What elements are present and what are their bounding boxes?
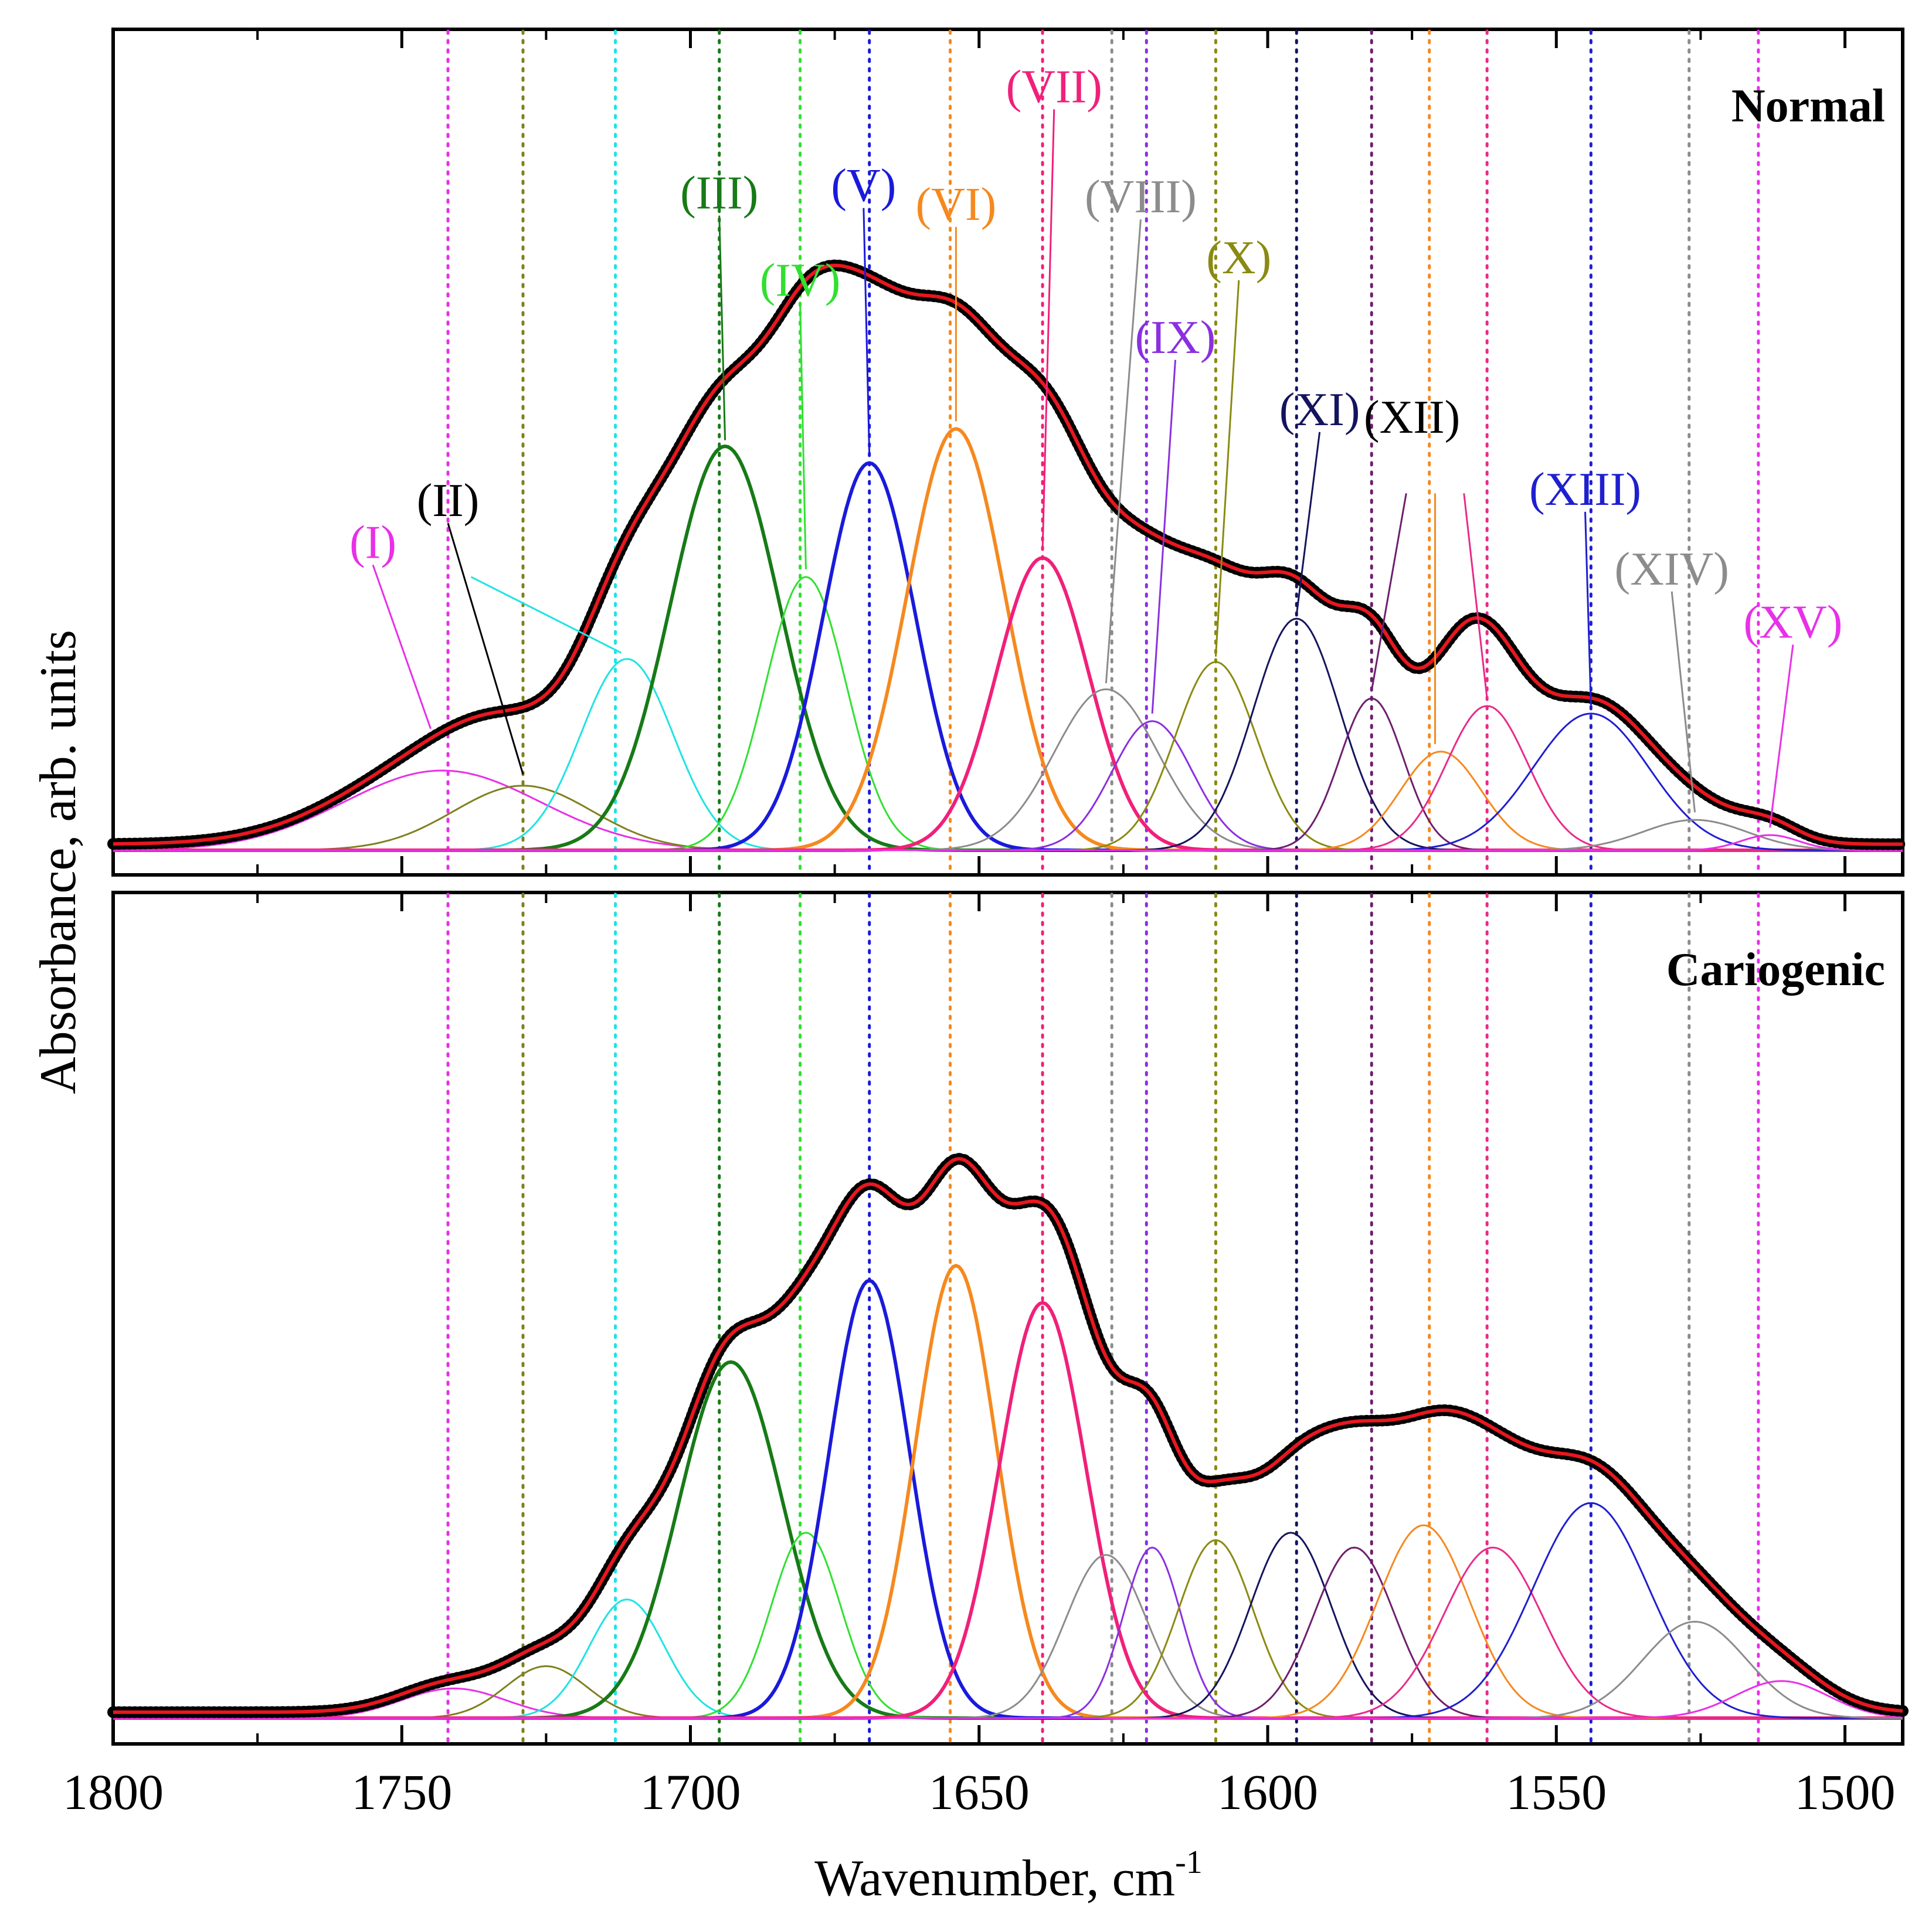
peak-pointer-15 (1769, 644, 1794, 828)
x-axis-title-superscript: -1 (1175, 1844, 1203, 1881)
normal-spectrum-curves (107, 259, 1909, 852)
peak-pointer-13 (1584, 511, 1592, 706)
peak-pointer-4 (799, 303, 807, 569)
normal-fit-curve (113, 263, 1903, 846)
normal-component-18 (113, 834, 1903, 851)
peak-pointer-14 (1670, 591, 1696, 813)
peak-label-14: (XIV) (1614, 544, 1729, 595)
peak-label-2: (II) (417, 475, 480, 527)
peak-pointer-9 (1151, 359, 1177, 714)
x-tick-label-1550: 1550 (1506, 1764, 1607, 1820)
cariogenic-spectrum-curves (107, 1153, 1909, 1720)
peak-label-10: (X) (1206, 232, 1271, 284)
peak-label-8: (VIII) (1085, 171, 1197, 223)
x-tick-label-1700: 1700 (640, 1764, 741, 1820)
peak-label-6: (VI) (916, 179, 997, 230)
peak-label-3: (III) (680, 168, 758, 219)
peak-pointer-2 (447, 522, 524, 775)
peak-label-15: (XV) (1744, 596, 1843, 648)
x-axis-title: Wavenumber, cm-1 (814, 1844, 1203, 1907)
peak-pointer-3 (718, 215, 726, 440)
cariogenic-panel-frame (111, 891, 1904, 1746)
peak-label-12: (XII) (1364, 392, 1460, 443)
cariogenic-component-18 (113, 1680, 1903, 1719)
normal-panel-frame (111, 28, 1904, 877)
peak-pointer-extra-1 (470, 576, 622, 654)
panel-title-cariogenic: Cariogenic (1666, 944, 1885, 996)
peak-label-7: (VII) (1006, 61, 1102, 113)
axis-ticks (111, 29, 1847, 1744)
peak-pointer-10 (1214, 280, 1240, 657)
peak-pointer-7 (1041, 109, 1055, 551)
peak-pointer-5 (863, 208, 871, 456)
x-tick-labels: 1800 1750 1700 1650 1600 1550 1500 (63, 1764, 1896, 1820)
x-axis-title-main: Wavenumber, cm (814, 1850, 1175, 1907)
x-tick-label-1500: 1500 (1795, 1764, 1896, 1820)
peak-label-1: (I) (349, 517, 396, 568)
x-tick-label-1750: 1750 (351, 1764, 452, 1820)
reference-lines (446, 29, 1760, 1744)
peak-label-4: (IV) (760, 255, 841, 307)
x-tick-label-1600: 1600 (1217, 1764, 1318, 1820)
peak-label-11: (XI) (1279, 384, 1360, 436)
peak-pointer-11 (1295, 432, 1321, 615)
peak-label-5: (V) (831, 160, 896, 212)
x-tick-label-1800: 1800 (63, 1764, 164, 1820)
peak-pointer-extra-4 (1463, 493, 1488, 699)
x-tick-label-1650: 1650 (929, 1764, 1030, 1820)
peak-pointer-1 (372, 564, 432, 729)
peak-label-13: (XIII) (1529, 464, 1641, 515)
y-axis-title: Absorbance, arb. units (30, 630, 87, 1094)
peak-labels: (I) (II) (III)(IV) (V) (VI) (VII) (VIII) (IX) (X… (349, 61, 1843, 828)
cariogenic-fit-curve (113, 1157, 1903, 1714)
peak-label-9: (IX) (1135, 312, 1216, 364)
peak-pointer-extra-2 (1370, 493, 1407, 691)
panel-title-normal: Normal (1731, 80, 1885, 132)
peak-pointer-8 (1105, 219, 1142, 684)
